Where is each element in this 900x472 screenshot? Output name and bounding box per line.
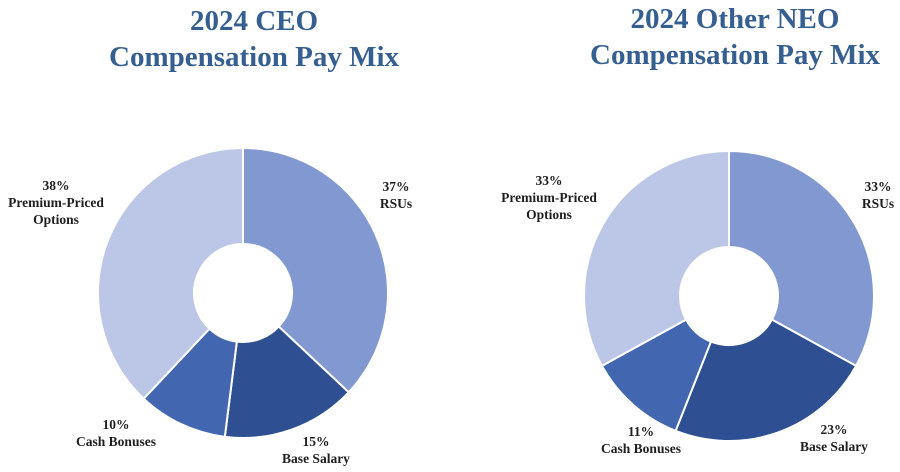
ceo-label-cash-bonuses-name: Cash Bonuses [76,434,156,449]
neo-chart-title-line-1: 2024 Other NEO [630,3,840,35]
neo-slice-premium-options [583,149,730,368]
ceo-chart-title-line-1: 2024 CEO [189,5,319,37]
ceo-label-cash-bonuses: 10% Cash Bonuses [76,416,156,450]
neo-label-base-salary: 23% Base Salary [800,421,868,455]
ceo-label-premium-options: 38% Premium-Priced Options [8,177,104,228]
neo-label-cash-bonuses-value: 11% [627,424,655,439]
ceo-label-premium-options-value: 38% [42,178,70,193]
neo-chart-title: 2024 Other NEO Compensation Pay Mix [535,1,900,73]
ceo-label-rsus: 37% RSUs [380,178,412,212]
neo-chart-title-line-2: Compensation Pay Mix [590,39,880,71]
neo-label-premium-options-name-1: Premium-Priced [501,190,597,205]
ceo-chart-title: 2024 CEO Compensation Pay Mix [54,3,454,75]
neo-label-base-salary-value: 23% [820,422,848,437]
ceo-slice-base-salary [223,325,351,439]
ceo-label-base-salary: 15% Base Salary [282,433,350,467]
neo-label-cash-bonuses-name: Cash Bonuses [601,441,681,456]
neo-label-rsus: 33% RSUs [862,178,894,212]
neo-label-rsus-value: 33% [864,179,892,194]
ceo-label-premium-options-name-1: Premium-Priced [8,195,104,210]
neo-label-cash-bonuses: 11% Cash Bonuses [601,423,681,457]
ceo-label-cash-bonuses-value: 10% [102,417,130,432]
neo-label-premium-options: 33% Premium-Priced Options [501,172,597,223]
ceo-label-rsus-value: 37% [382,179,410,194]
ceo-slice-premium-options [97,146,244,401]
neo-label-premium-options-name-2: Options [526,207,572,222]
neo-label-rsus-name: RSUs [861,196,895,211]
ceo-label-premium-options-name-2: Options [33,212,79,227]
neo-slice-rsus [728,149,875,368]
ceo-label-base-salary-value: 15% [302,434,330,449]
ceo-label-base-salary-name: Base Salary [282,451,350,466]
neo-slice-base-salary [674,318,858,442]
ceo-label-rsus-name: RSUs [379,196,413,211]
ceo-slice-rsus [242,146,389,394]
neo-label-base-salary-name: Base Salary [800,439,868,454]
ceo-chart-title-line-2: Compensation Pay Mix [109,41,399,73]
neo-label-premium-options-value: 33% [535,173,563,188]
